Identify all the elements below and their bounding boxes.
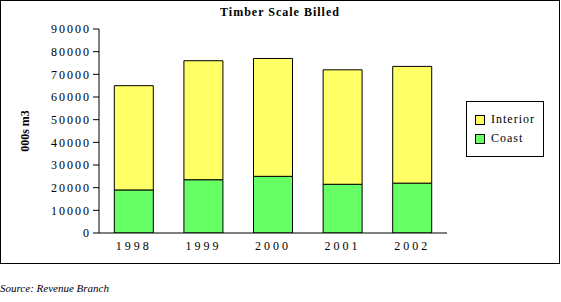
svg-text:10000: 10000 — [51, 204, 91, 218]
html-text:Timber Scale Billed: Timber Scale Billed — [220, 5, 340, 19]
svg-text:50000: 50000 — [51, 113, 91, 127]
svg-text:2002: 2002 — [394, 239, 430, 253]
html-text:Interior: Interior — [491, 112, 535, 126]
svg-text:80000: 80000 — [51, 45, 91, 59]
svg-text:2001: 2001 — [325, 239, 361, 253]
svg-text:40000: 40000 — [51, 136, 91, 150]
html-text:Coast: Coast — [491, 131, 524, 145]
svg-text:1999: 1999 — [185, 239, 221, 253]
svg-text:2000: 2000 — [255, 239, 291, 253]
svg-text:30000: 30000 — [51, 158, 91, 172]
svg-text:20000: 20000 — [51, 181, 91, 195]
svg-text:000s m3: 000s m3 — [18, 110, 32, 152]
svg-text:1998: 1998 — [116, 239, 152, 253]
svg-text:70000: 70000 — [51, 68, 91, 82]
svg-text:0: 0 — [83, 226, 91, 240]
svg-text:60000: 60000 — [51, 90, 91, 104]
svg-text:90000: 90000 — [51, 22, 91, 36]
html-text:Source: Revenue Branch: Source: Revenue Branch — [0, 282, 109, 294]
